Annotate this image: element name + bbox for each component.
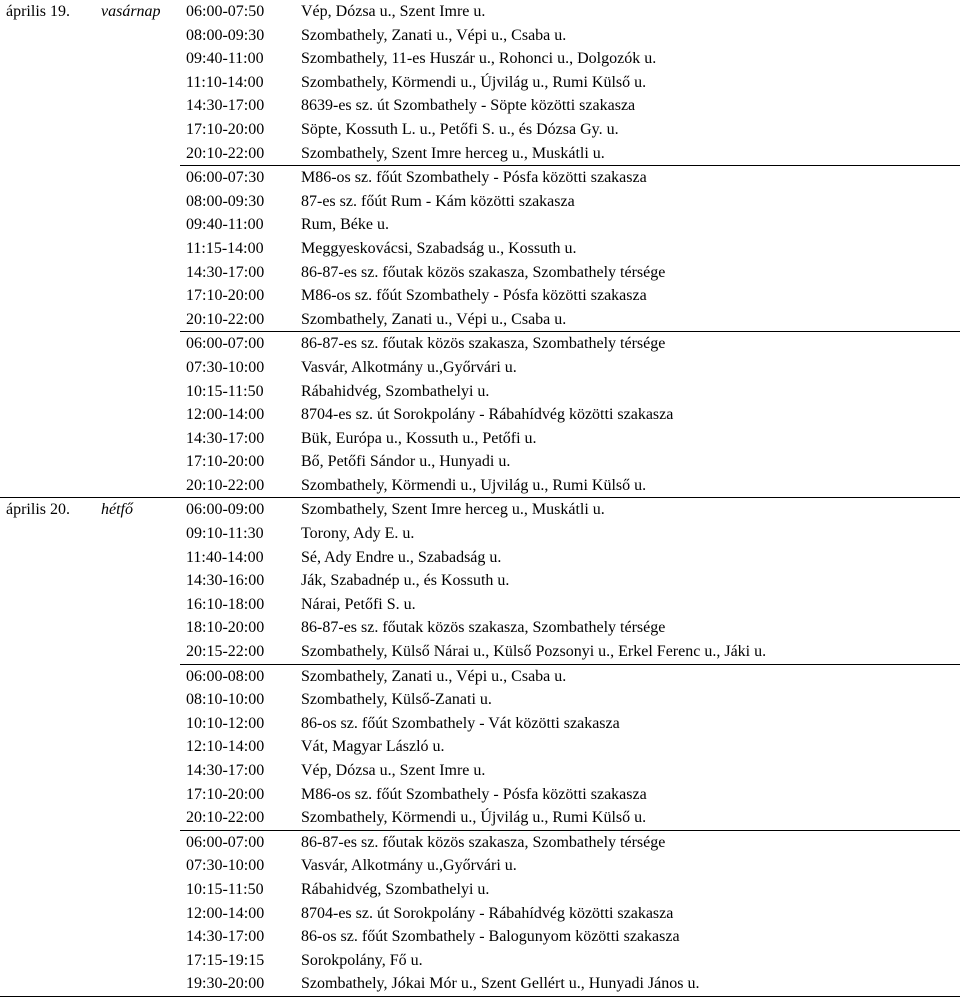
- time-cell: 19:30-20:00: [180, 972, 295, 996]
- place-cell: Nárai, Petőfi S. u.: [295, 593, 960, 617]
- time-cell: 17:10-20:00: [180, 450, 295, 474]
- time-cell: 08:10-10:00: [180, 688, 295, 712]
- place-cell: Szombathely, Körmendi u., Újvilág u., Ru…: [295, 71, 960, 95]
- time-cell: 06:00-08:00: [180, 664, 295, 688]
- time-cell: 08:00-09:30: [180, 24, 295, 48]
- place-cell: Szombathely, Szent Imre herceg u., Muská…: [295, 498, 960, 522]
- place-cell: 86-os sz. főút Szombathely - Vát közötti…: [295, 712, 960, 736]
- place-cell: 86-87-es sz. főutak közös szakasza, Szom…: [295, 830, 960, 854]
- time-cell: 12:00-14:00: [180, 902, 295, 926]
- time-cell: 09:10-11:30: [180, 522, 295, 546]
- time-cell: 11:15-14:00: [180, 237, 295, 261]
- place-cell: Meggyeskovácsi, Szabadság u., Kossuth u.: [295, 237, 960, 261]
- time-cell: 14:30-17:00: [180, 759, 295, 783]
- time-cell: 11:10-14:00: [180, 71, 295, 95]
- place-cell: 8639-es sz. út Szombathely - Söpte közöt…: [295, 94, 960, 118]
- time-cell: 06:00-07:00: [180, 830, 295, 854]
- time-cell: 18:10-20:00: [180, 616, 295, 640]
- time-cell: 07:30-10:00: [180, 854, 295, 878]
- time-cell: 10:15-11:50: [180, 878, 295, 902]
- time-cell: 09:40-11:00: [180, 47, 295, 71]
- place-cell: Szombathely, Körmendi u., Újvilág u., Ru…: [295, 806, 960, 830]
- place-cell: Bő, Petőfi Sándor u., Hunyadi u.: [295, 450, 960, 474]
- place-cell: Vép, Dózsa u., Szent Imre u.: [295, 759, 960, 783]
- time-cell: 20:10-22:00: [180, 142, 295, 166]
- place-cell: Rábahidvég, Szombathelyi u.: [295, 380, 960, 404]
- time-cell: 07:30-10:00: [180, 356, 295, 380]
- place-cell: Rábahidvég, Szombathelyi u.: [295, 878, 960, 902]
- place-cell: Torony, Ady E. u.: [295, 522, 960, 546]
- time-cell: 12:00-14:00: [180, 403, 295, 427]
- time-cell: 14:30-16:00: [180, 569, 295, 593]
- place-cell: Szombathely, Külső Nárai u., Külső Pozso…: [295, 640, 960, 664]
- time-cell: 06:00-07:00: [180, 332, 295, 356]
- time-cell: 09:40-11:00: [180, 213, 295, 237]
- time-cell: 14:30-17:00: [180, 925, 295, 949]
- time-cell: 06:00-09:00: [180, 498, 295, 522]
- time-cell: 14:30-17:00: [180, 427, 295, 451]
- time-cell: 12:10-14:00: [180, 735, 295, 759]
- place-cell: Szombathely, Zanati u., Vépi u., Csaba u…: [295, 24, 960, 48]
- place-cell: Ják, Szabadnép u., és Kossuth u.: [295, 569, 960, 593]
- time-cell: 20:10-22:00: [180, 806, 295, 830]
- place-cell: Szombathely, Zanati u., Vépi u., Csaba u…: [295, 308, 960, 332]
- time-cell: 06:00-07:50: [180, 0, 295, 24]
- time-cell: 14:30-17:00: [180, 261, 295, 285]
- time-cell: 06:00-07:30: [180, 166, 295, 190]
- place-cell: Sé, Ady Endre u., Szabadság u.: [295, 546, 960, 570]
- place-cell: Sorokpolány, Fő u.: [295, 949, 960, 973]
- place-cell: 86-os sz. főút Szombathely - Balogunyom …: [295, 925, 960, 949]
- place-cell: M86-os sz. főút Szombathely - Pósfa közö…: [295, 284, 960, 308]
- place-cell: Vép, Dózsa u., Szent Imre u.: [295, 0, 960, 24]
- place-cell: Szombathely, Külső-Zanati u.: [295, 688, 960, 712]
- time-cell: 17:15-19:15: [180, 949, 295, 973]
- time-cell: 10:10-12:00: [180, 712, 295, 736]
- date-cell: április 19.: [0, 0, 95, 498]
- place-cell: Rum, Béke u.: [295, 213, 960, 237]
- time-cell: 10:15-11:50: [180, 380, 295, 404]
- place-cell: Szombathely, Zanati u., Vépi u., Csaba u…: [295, 664, 960, 688]
- place-cell: 86-87-es sz. főutak közös szakasza, Szom…: [295, 616, 960, 640]
- date-cell: április 20.: [0, 498, 95, 996]
- time-cell: 14:30-17:00: [180, 94, 295, 118]
- place-cell: 8704-es sz. út Sorokpolány - Rábahídvég …: [295, 403, 960, 427]
- place-cell: Söpte, Kossuth L. u., Petőfi S. u., és D…: [295, 118, 960, 142]
- time-cell: 17:10-20:00: [180, 118, 295, 142]
- place-cell: 86-87-es sz. főutak közös szakasza, Szom…: [295, 332, 960, 356]
- time-cell: 20:15-22:00: [180, 640, 295, 664]
- time-cell: 11:40-14:00: [180, 546, 295, 570]
- place-cell: Szombathely, Jókai Mór u., Szent Gellért…: [295, 972, 960, 996]
- time-cell: 17:10-20:00: [180, 284, 295, 308]
- place-cell: M86-os sz. főút Szombathely - Pósfa közö…: [295, 166, 960, 190]
- place-cell: M86-os sz. főút Szombathely - Pósfa közö…: [295, 783, 960, 807]
- place-cell: Szombathely, Szent Imre herceg u., Muská…: [295, 142, 960, 166]
- dayname-cell: vasárnap: [95, 0, 180, 498]
- place-cell: 86-87-es sz. főutak közös szakasza, Szom…: [295, 261, 960, 285]
- dayname-cell: hétfő: [95, 498, 180, 996]
- place-cell: Vasvár, Alkotmány u.,Győrvári u.: [295, 854, 960, 878]
- time-cell: 17:10-20:00: [180, 783, 295, 807]
- place-cell: Szombathely, 11-es Huszár u., Rohonci u.…: [295, 47, 960, 71]
- time-cell: 20:10-22:00: [180, 474, 295, 498]
- place-cell: 87-es sz. főút Rum - Kám közötti szakasz…: [295, 190, 960, 214]
- schedule-table: április 19.vasárnap06:00-07:50Vép, Dózsa…: [0, 0, 960, 997]
- place-cell: Vasvár, Alkotmány u.,Győrvári u.: [295, 356, 960, 380]
- place-cell: Szombathely, Körmendi u., Ujvilág u., Ru…: [295, 474, 960, 498]
- place-cell: Bük, Európa u., Kossuth u., Petőfi u.: [295, 427, 960, 451]
- time-cell: 08:00-09:30: [180, 190, 295, 214]
- time-cell: 16:10-18:00: [180, 593, 295, 617]
- place-cell: Vát, Magyar László u.: [295, 735, 960, 759]
- place-cell: 8704-es sz. út Sorokpolány - Rábahídvég …: [295, 902, 960, 926]
- time-cell: 20:10-22:00: [180, 308, 295, 332]
